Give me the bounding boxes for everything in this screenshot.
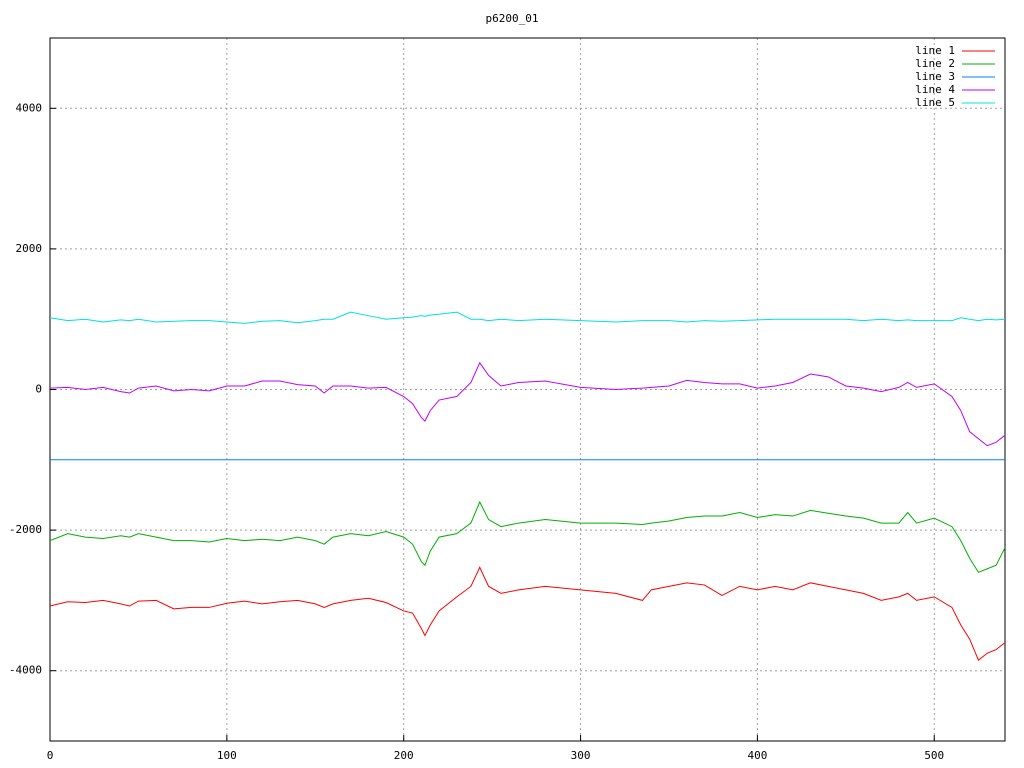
y-tick-label: 4000 — [16, 101, 43, 114]
series-line — [49, 500, 1006, 573]
chart-title: p6200_01 — [486, 12, 539, 25]
series-line — [49, 361, 1006, 447]
legend-label: line 1 — [915, 44, 955, 57]
y-tick-label: 2000 — [16, 242, 43, 255]
x-tick-label: 500 — [924, 749, 944, 762]
x-tick-label: 0 — [47, 749, 54, 762]
x-tick-label: 200 — [394, 749, 414, 762]
y-tick-label: 0 — [35, 383, 42, 396]
x-tick-label: 100 — [217, 749, 237, 762]
legend-label: line 2 — [915, 57, 955, 70]
x-tick-label: 300 — [571, 749, 591, 762]
legend-label: line 5 — [915, 96, 955, 109]
series-line — [49, 311, 1006, 324]
x-tick-label: 400 — [747, 749, 767, 762]
plot-border — [49, 37, 1006, 742]
legend-label: line 3 — [915, 70, 955, 83]
legend-label: line 4 — [915, 83, 955, 96]
series-line — [49, 566, 1006, 661]
y-tick-label: -2000 — [9, 523, 42, 536]
y-tick-label: -4000 — [9, 664, 42, 677]
